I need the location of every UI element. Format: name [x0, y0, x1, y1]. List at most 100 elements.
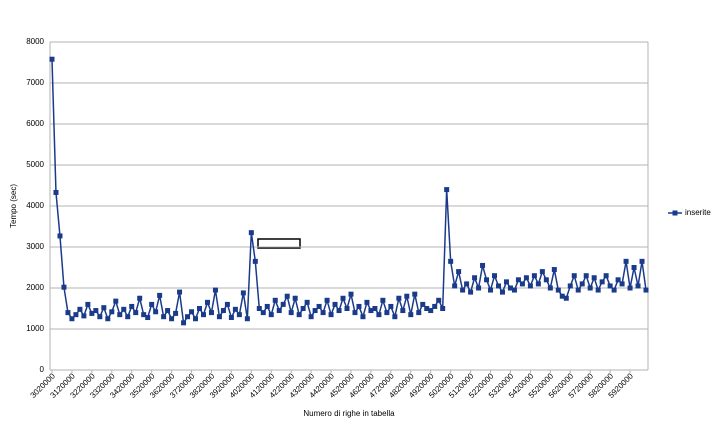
point-marker	[631, 265, 637, 270]
point-marker	[216, 314, 222, 320]
point-marker	[476, 285, 482, 291]
point-marker	[212, 287, 218, 293]
point-marker	[456, 269, 462, 275]
point-marker	[57, 233, 63, 239]
point-marker	[484, 277, 490, 283]
point-marker	[511, 287, 517, 293]
point-marker	[300, 306, 306, 311]
point-marker	[380, 297, 386, 303]
y-tick-label: 8000	[26, 37, 44, 46]
point-marker	[344, 306, 350, 311]
point-marker	[93, 308, 99, 314]
point-marker	[101, 305, 107, 311]
point-marker	[539, 269, 545, 275]
point-marker	[492, 273, 498, 279]
point-marker	[515, 277, 521, 283]
legend-label: inserite	[685, 208, 711, 217]
point-marker	[149, 301, 155, 307]
point-marker	[296, 312, 302, 318]
point-marker	[256, 306, 262, 311]
point-marker	[197, 306, 202, 311]
x-axis-label: Numero di righe in tabella	[303, 409, 395, 418]
point-marker	[496, 283, 501, 289]
y-axis-label: Tempo (sec)	[9, 184, 18, 228]
point-marker	[292, 295, 298, 301]
point-marker	[428, 308, 434, 314]
point-marker	[169, 316, 175, 322]
point-marker	[352, 310, 358, 316]
point-marker	[404, 293, 410, 299]
point-marker	[368, 308, 374, 314]
point-marker	[535, 281, 541, 287]
point-marker	[531, 273, 537, 279]
point-marker	[543, 277, 549, 283]
point-marker	[607, 283, 613, 289]
point-marker	[551, 267, 557, 273]
point-marker	[109, 309, 115, 315]
point-marker	[308, 314, 314, 320]
point-marker	[452, 283, 458, 289]
point-marker	[356, 303, 362, 309]
point-marker	[360, 314, 366, 320]
point-marker	[595, 287, 601, 293]
point-marker	[208, 310, 214, 316]
point-marker	[224, 301, 230, 307]
point-marker	[615, 277, 621, 283]
point-marker	[575, 287, 581, 293]
point-marker	[81, 313, 87, 319]
point-marker	[73, 312, 79, 318]
point-marker	[623, 258, 629, 264]
point-marker	[264, 303, 270, 309]
point-marker	[336, 308, 342, 314]
point-marker	[145, 315, 151, 321]
point-marker	[220, 308, 226, 314]
point-marker	[627, 285, 633, 291]
point-marker	[316, 303, 322, 309]
point-marker	[121, 306, 127, 312]
point-marker	[153, 309, 159, 315]
point-marker	[460, 287, 466, 293]
y-tick-label: 0	[40, 365, 45, 374]
point-marker	[85, 301, 91, 307]
point-marker	[49, 56, 55, 62]
point-marker	[200, 312, 206, 318]
point-marker	[583, 273, 589, 279]
point-marker	[527, 283, 533, 289]
point-marker	[364, 299, 370, 305]
point-marker	[320, 310, 326, 316]
point-marker	[129, 303, 135, 309]
point-marker	[173, 310, 179, 316]
annotation-box	[257, 238, 301, 249]
point-marker	[384, 310, 390, 316]
y-tick-label: 6000	[26, 119, 44, 128]
point-marker	[523, 275, 529, 281]
y-tick-label: 4000	[26, 201, 44, 210]
point-marker	[61, 284, 67, 290]
point-marker	[69, 316, 75, 322]
point-marker	[400, 308, 406, 314]
point-marker	[328, 312, 334, 318]
y-tick-label: 5000	[26, 160, 44, 169]
point-marker	[503, 279, 509, 285]
point-marker	[488, 287, 494, 293]
point-marker	[97, 314, 103, 320]
point-marker	[587, 285, 593, 291]
point-marker	[248, 230, 254, 236]
point-marker	[77, 306, 83, 312]
point-marker	[272, 297, 278, 303]
point-marker	[472, 275, 478, 281]
y-tick-label: 1000	[26, 324, 44, 333]
point-marker	[137, 295, 143, 301]
point-marker	[161, 314, 167, 320]
point-marker	[89, 310, 95, 316]
point-marker	[228, 315, 234, 321]
point-marker	[232, 306, 238, 312]
point-marker	[408, 312, 414, 318]
point-marker	[280, 301, 286, 307]
legend-marker	[672, 210, 678, 216]
point-marker	[133, 310, 139, 316]
point-marker	[240, 290, 246, 296]
point-marker	[611, 287, 617, 293]
point-marker	[189, 309, 195, 315]
